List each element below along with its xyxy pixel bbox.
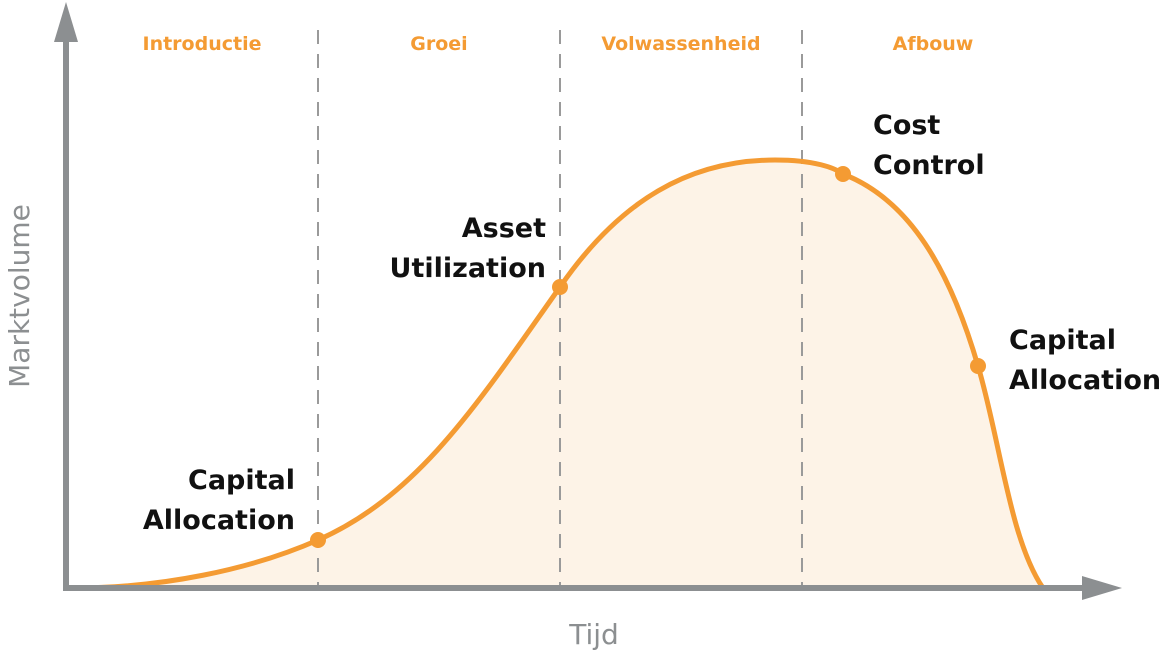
- phase-label-volwassenheid: Volwassenheid: [601, 33, 760, 55]
- point-label-2-line2: Utilization: [390, 253, 546, 284]
- point-marker-3: [835, 166, 851, 182]
- point-label-2-line1: Asset: [462, 213, 546, 244]
- x-axis-label: Tijd: [568, 618, 619, 651]
- point-marker-2: [552, 279, 568, 295]
- point-label-4-line2: Allocation: [1009, 365, 1161, 396]
- point-label-3-line1: Cost: [873, 110, 940, 141]
- y-axis-label: Marktvolume: [3, 204, 36, 388]
- point-marker-4: [970, 358, 986, 374]
- point-marker-1: [310, 532, 326, 548]
- point-label-3-line2: Control: [873, 150, 985, 181]
- phase-label-afbouw: Afbouw: [893, 33, 974, 55]
- y-axis-arrow-icon: [54, 2, 78, 42]
- phase-label-groei: Groei: [410, 33, 467, 55]
- point-label-4-line1: Capital: [1009, 325, 1116, 356]
- point-label-1-line1: Capital: [188, 465, 295, 496]
- point-label-1-line2: Allocation: [143, 505, 295, 536]
- x-axis-arrow-icon: [1082, 576, 1122, 600]
- phase-label-introductie: Introductie: [143, 33, 262, 55]
